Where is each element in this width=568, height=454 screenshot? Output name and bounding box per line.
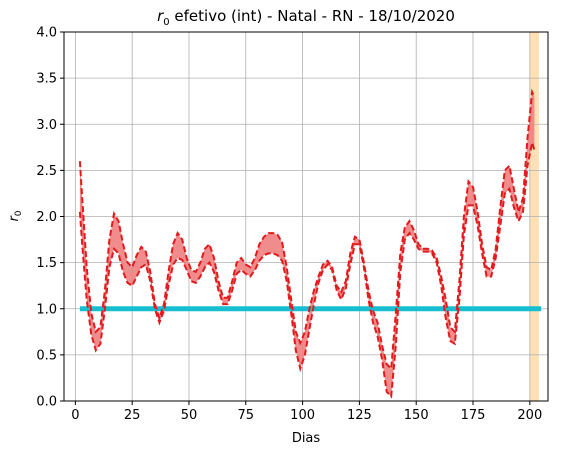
y-tick-label: 0.5 [36, 348, 57, 363]
plot-area: 0 25 50 75 100 125 150 175 200 0.0 0.5 1.0 1.5 2.0 2.5… [36, 26, 549, 423]
confidence-band [79, 91, 535, 397]
series-line-lower [78, 142, 536, 399]
y-tick-label: 1.0 [36, 302, 57, 317]
y-axis-label: r0 [7, 210, 24, 221]
y-tick-label: 0.0 [36, 395, 57, 410]
y-tick-label: 2.5 [36, 164, 57, 179]
x-tick-label: 175 [461, 408, 486, 423]
y-tick-label: 2.0 [36, 210, 57, 225]
x-tick-label: 25 [124, 408, 141, 423]
y-tick-label: 4.0 [36, 26, 57, 41]
x-tick-label: 200 [517, 408, 542, 423]
x-axis-label: Dias [292, 431, 321, 446]
x-tick-label: 0 [71, 408, 79, 423]
y-tick-label: 1.5 [36, 256, 57, 271]
y-tick-label: 3.0 [36, 118, 57, 133]
x-tick-label: 150 [404, 408, 429, 423]
chart-title: r0 efetivo (int) - Natal - RN - 18/10/20… [157, 7, 455, 28]
series-group [78, 88, 542, 399]
x-tick-label: 125 [347, 408, 372, 423]
x-tick-label: 50 [181, 408, 198, 423]
x-tick-label: 75 [238, 408, 255, 423]
x-tick-label: 100 [290, 408, 315, 423]
y-tick-label: 3.5 [36, 72, 57, 87]
